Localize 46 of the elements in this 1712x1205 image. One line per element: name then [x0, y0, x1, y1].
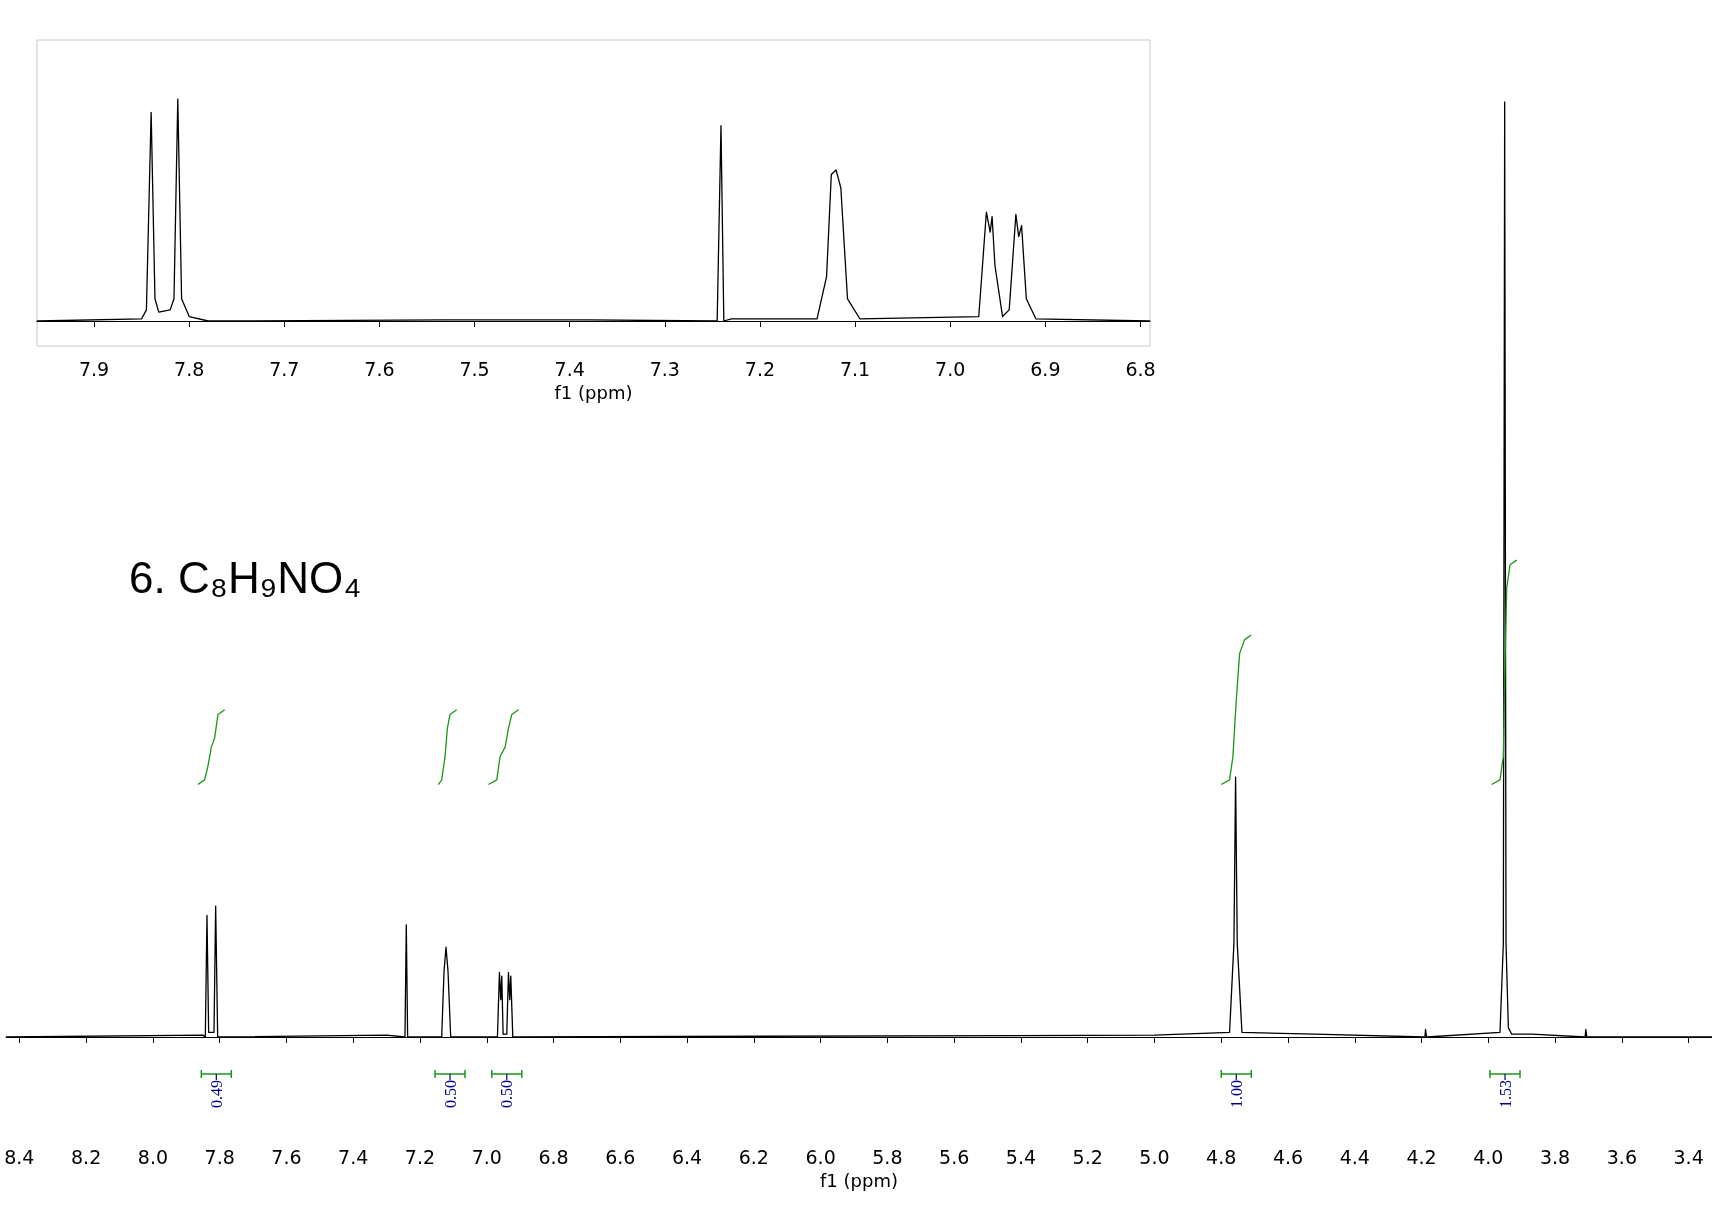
x-tick-label: 5.4: [1005, 1145, 1037, 1168]
x-axis-title: f1 (ppm): [554, 381, 633, 403]
annotation: 0.50: [441, 1080, 459, 1108]
x-tick-label: 6.0: [805, 1145, 836, 1168]
x-tick-label: 7.7: [269, 357, 300, 380]
x-tick-label: 7.6: [271, 1145, 302, 1168]
x-tick-label: 7.8: [174, 357, 205, 380]
x-tick-label: 7.6: [364, 357, 395, 380]
x-tick-label: 6.9: [1030, 357, 1061, 380]
x-tick-label: 8.0: [137, 1145, 169, 1168]
x-tick-label: 4.4: [1339, 1145, 1370, 1168]
x-tick-label: 6.2: [738, 1145, 769, 1168]
x-tick-label: 3.4: [1673, 1145, 1704, 1168]
annotation: 0.49: [207, 1080, 225, 1108]
x-tick-label: 6.8: [538, 1145, 569, 1168]
x-tick-label: 7.1: [839, 357, 871, 380]
x-tick-label: 6.8: [1125, 357, 1156, 380]
x-tick-label: 7.5: [459, 357, 490, 380]
x-tick-label: 3.8: [1539, 1145, 1571, 1168]
x-tick-label: 8.2: [71, 1145, 102, 1168]
x-tick-label: 7.2: [404, 1145, 436, 1168]
x-tick-label: 7.4: [554, 357, 585, 380]
x-tick-label: 4.2: [1406, 1145, 1437, 1168]
x-tick-label: 6.4: [671, 1145, 703, 1168]
x-tick-label: 4.6: [1272, 1145, 1304, 1168]
annotation: 1.00: [1227, 1080, 1245, 1108]
x-tick-label: 6.6: [605, 1145, 636, 1168]
x-tick-label: 7.8: [204, 1145, 235, 1168]
x-tick-label: 5.0: [1139, 1145, 1170, 1168]
x-tick-label: 5.8: [872, 1145, 903, 1168]
annotation: 1.53: [1496, 1080, 1514, 1108]
x-tick-label: 7.0: [471, 1145, 502, 1168]
x-tick-label: 7.0: [935, 357, 966, 380]
x-tick-label: 4.8: [1206, 1145, 1237, 1168]
x-tick-label: 7.2: [744, 357, 776, 380]
x-tick-label: 7.4: [338, 1145, 369, 1168]
x-tick-label: 4.0: [1473, 1145, 1504, 1168]
x-tick-label: 8.4: [4, 1145, 35, 1168]
x-tick-label: 5.2: [1072, 1145, 1103, 1168]
x-tick-label: 3.6: [1606, 1145, 1637, 1168]
x-tick-label: 7.9: [78, 357, 110, 380]
annotation: 0.50: [498, 1080, 516, 1108]
annotation: 6. C₈H₉NO₄: [129, 552, 362, 602]
x-tick-label: 5.6: [939, 1145, 970, 1168]
x-axis-title: f1 (ppm): [820, 1169, 898, 1191]
x-tick-label: 7.3: [649, 357, 680, 380]
